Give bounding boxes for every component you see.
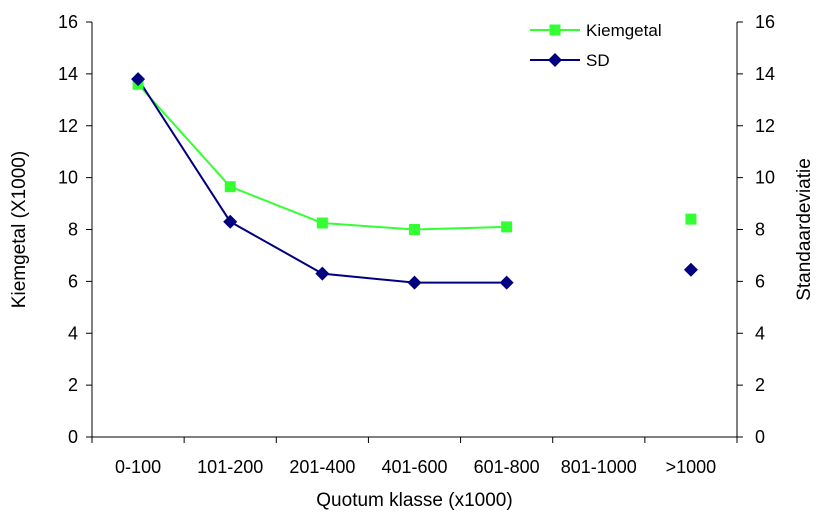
data-point-kiemgetal <box>316 217 328 229</box>
series-line-kiemgetal <box>137 83 507 231</box>
y-tick-label: 6 <box>68 271 78 291</box>
y-tick-label: 0 <box>68 427 78 447</box>
y2-tick-label: 2 <box>755 375 765 395</box>
y-tick-label: 16 <box>58 12 78 32</box>
x-tick-label: 101-200 <box>197 457 263 477</box>
data-point-kiemgetal <box>409 224 420 235</box>
legend-label-sd: SD <box>586 51 610 70</box>
y2-axis-title: Standaardeviatie <box>794 158 815 301</box>
tick-labels: 0 2 4 6 8 10 12 14 16 0 2 4 6 8 10 12 14 16 0-100 101-200 20… <box>58 12 775 477</box>
x-tick-label: 201-400 <box>289 457 355 477</box>
data-point-sd <box>407 275 422 290</box>
y-axis-title: Kiemgetal (X1000) <box>9 151 30 308</box>
x-tick-label: 401-600 <box>381 457 447 477</box>
data-point-kiemgetal <box>501 221 513 233</box>
data-point-sd <box>131 72 146 87</box>
y2-tick-label: 12 <box>755 116 775 136</box>
y2-tick-label: 14 <box>755 64 775 84</box>
x-tick-label: 801-1000 <box>561 457 637 477</box>
x-tick-label: 0-100 <box>115 457 161 477</box>
y-tick-label: 14 <box>58 64 78 84</box>
y2-tick-label: 8 <box>755 220 765 240</box>
legend-marker-sd <box>548 53 562 67</box>
y-tick-label: 2 <box>68 375 78 395</box>
data-point-sd <box>499 275 514 290</box>
y2-tick-label: 10 <box>755 168 775 188</box>
legend: Kiemgetal SD <box>530 21 662 70</box>
y-tick-label: 4 <box>68 323 78 343</box>
legend-label-kiemgetal: Kiemgetal <box>586 21 662 40</box>
series-markers <box>131 72 698 290</box>
x-tick-label: 601-800 <box>474 457 540 477</box>
y2-tick-label: 16 <box>755 12 775 32</box>
series-line-sd <box>137 78 507 284</box>
legend-marker-kiemgetal <box>549 24 561 36</box>
data-point-sd <box>223 214 238 229</box>
data-point-kiemgetal <box>685 213 697 225</box>
y-tick-label: 10 <box>58 168 78 188</box>
data-point-sd <box>315 266 330 281</box>
y2-tick-label: 4 <box>755 323 765 343</box>
y2-tick-label: 6 <box>755 271 765 291</box>
y-tick-label: 12 <box>58 116 78 136</box>
data-point-sd <box>683 262 698 277</box>
tick-marks <box>86 21 743 443</box>
x-tick-label: >1000 <box>666 457 717 477</box>
y2-tick-label: 0 <box>755 427 765 447</box>
data-point-kiemgetal <box>224 181 236 193</box>
y-tick-label: 8 <box>68 220 78 240</box>
series-lines <box>137 78 507 284</box>
x-axis-title: Quotum klasse (x1000) <box>316 490 512 511</box>
